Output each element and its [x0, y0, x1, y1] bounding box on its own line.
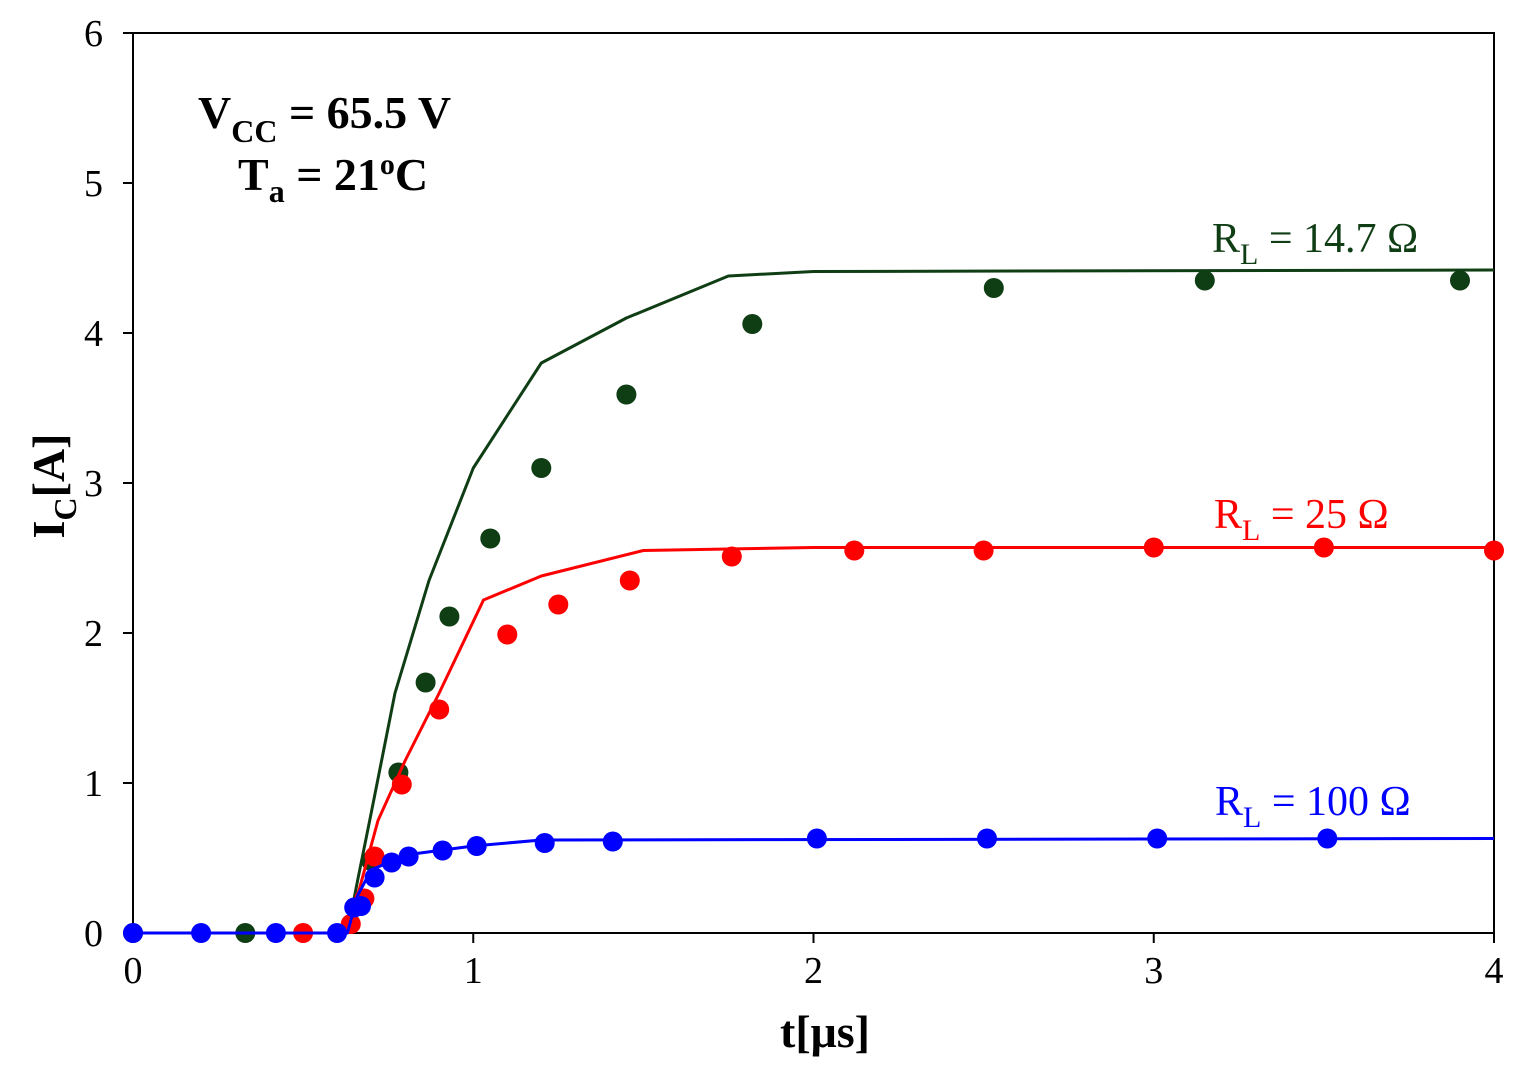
- data-point: [844, 540, 865, 561]
- x-tick-label: 1: [464, 950, 483, 992]
- series-2: [123, 828, 1495, 943]
- data-point: [123, 923, 143, 943]
- condition-ta: Ta = 21oC: [238, 148, 428, 209]
- series-layer: [123, 268, 1504, 943]
- y-tick-label: 6: [84, 13, 103, 55]
- data-point: [977, 828, 997, 849]
- series-line: [133, 837, 1495, 935]
- data-point: [391, 774, 412, 795]
- data-point: [398, 846, 419, 867]
- x-tick-label: 4: [1485, 950, 1504, 992]
- data-point: [983, 278, 1004, 298]
- condition-vcc: VCC = 65.5 V: [198, 87, 451, 149]
- data-point: [415, 672, 436, 693]
- x-axis-label: t[μs]: [780, 1006, 870, 1057]
- series-1: [133, 537, 1504, 943]
- series-label-100: RL = 100 Ω: [1215, 779, 1411, 834]
- y-tick-label: 3: [84, 463, 103, 505]
- x-tick-label: 3: [1144, 950, 1163, 992]
- data-point: [351, 896, 371, 916]
- series-label-14-7: RL = 14.7 Ω: [1212, 216, 1418, 271]
- axes: 0 1 2 3 4 0 1 2 3 4 5 6: [84, 13, 1504, 992]
- data-point: [1313, 537, 1334, 558]
- data-point: [466, 836, 487, 856]
- data-point: [429, 699, 450, 720]
- data-point: [439, 606, 460, 627]
- data-point: [497, 624, 518, 645]
- data-point: [364, 867, 385, 888]
- data-point: [616, 384, 637, 405]
- data-point: [327, 923, 348, 943]
- data-point: [534, 833, 555, 853]
- data-point: [1484, 540, 1504, 561]
- data-point: [531, 458, 552, 478]
- data-point: [1450, 270, 1470, 291]
- x-tick-label: 2: [804, 950, 823, 992]
- data-point: [619, 570, 640, 591]
- y-tick-label: 1: [84, 763, 103, 805]
- data-point: [806, 828, 827, 849]
- data-point: [721, 546, 742, 567]
- series-line: [133, 268, 1495, 935]
- series-label-25: RL = 25 Ω: [1214, 492, 1389, 547]
- y-tick-label: 5: [84, 163, 103, 205]
- data-point: [1317, 828, 1338, 849]
- data-point: [480, 528, 501, 549]
- y-axis-label: IC[A]: [23, 434, 83, 539]
- data-point: [1147, 828, 1168, 849]
- series-line: [133, 546, 1494, 935]
- data-point: [432, 840, 453, 861]
- x-tick-label: 0: [124, 950, 143, 992]
- data-point: [602, 831, 623, 852]
- data-point: [191, 923, 212, 943]
- data-point: [381, 852, 402, 873]
- labels: VCC = 65.5 V Ta = 21oC t[μs] IC[A] RL = …: [23, 87, 1418, 1057]
- y-tick-label: 4: [84, 313, 103, 355]
- data-point: [742, 314, 763, 334]
- data-point: [548, 594, 569, 615]
- data-point: [1194, 270, 1215, 291]
- y-tick-label: 0: [84, 913, 103, 955]
- data-point: [973, 540, 994, 561]
- data-point: [1143, 537, 1164, 558]
- y-tick-label: 2: [84, 613, 103, 655]
- data-point: [265, 923, 286, 943]
- data-point: [364, 846, 385, 867]
